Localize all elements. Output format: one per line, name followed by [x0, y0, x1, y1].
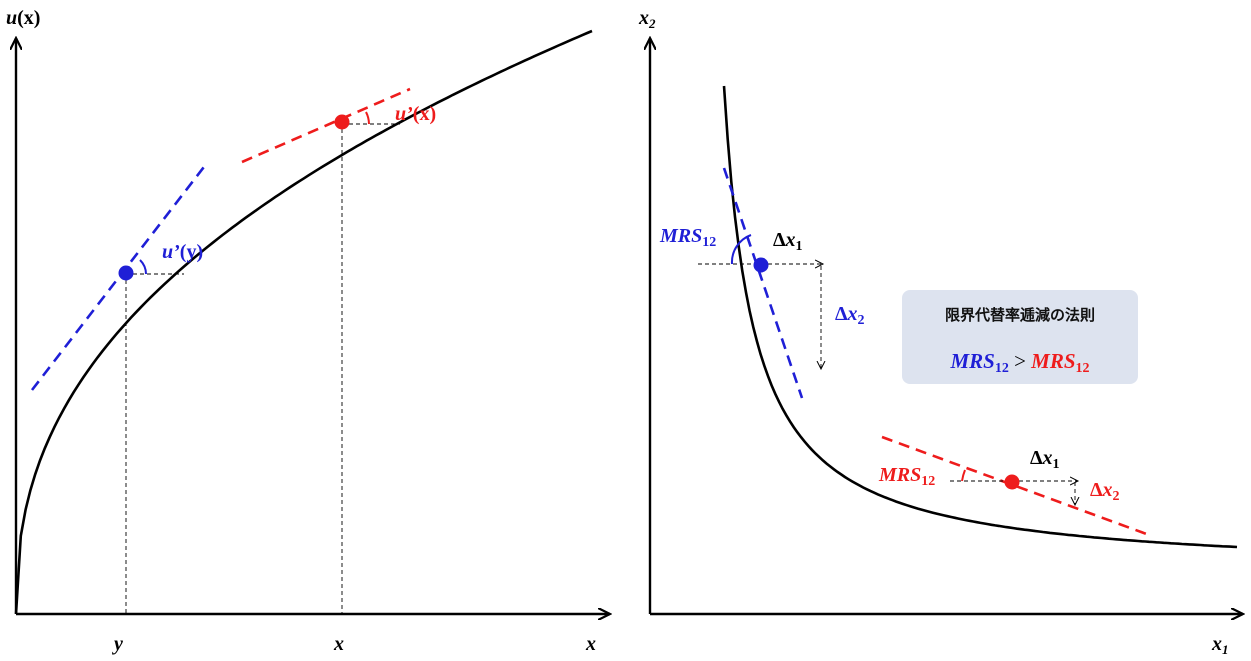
- slope-label-x: u’(x): [395, 103, 436, 125]
- angle-arc-x: [365, 111, 370, 125]
- left-panel: u(x) x y x u’(y) u’(x): [6, 7, 610, 655]
- right-y-axis-label: x2: [638, 7, 656, 31]
- right-panel: x2 x1 MRS12 Δx1 Δx2 MRS12 Δx1 Δx2 限界代替率逓…: [638, 7, 1243, 657]
- law-inequality: MRS12 > MRS12: [949, 349, 1089, 376]
- tangent-upper: [722, 167, 804, 399]
- lower-angle-arc: [961, 469, 966, 482]
- tangent-lower: [881, 435, 1153, 538]
- upper-mrs-label: MRS12: [659, 225, 716, 250]
- lower-dx2-label: Δx2: [1090, 479, 1120, 504]
- upper-dx2-label: Δx2: [835, 303, 865, 328]
- upper-angle-arc: [730, 234, 752, 265]
- lower-mrs-label: MRS12: [878, 464, 935, 489]
- tangent-at-y: [30, 162, 209, 391]
- utility-curve: [14, 29, 593, 615]
- lower-dx1-label: Δx1: [1030, 447, 1060, 472]
- law-info-box-background: [902, 290, 1138, 384]
- point-lower: [1004, 474, 1020, 490]
- law-title: 限界代替率逓減の法則: [945, 306, 1095, 324]
- slope-label-y: u’(y): [162, 241, 203, 263]
- right-x-axis-label: x1: [1211, 633, 1229, 657]
- tick-label-y: y: [112, 633, 123, 655]
- upper-dx1-label: Δx1: [773, 229, 803, 254]
- tick-label-x: x: [333, 633, 344, 655]
- point-y: [118, 265, 134, 281]
- left-x-axis-label: x: [585, 633, 596, 655]
- law-info-box: 限界代替率逓減の法則 MRS12 > MRS12: [902, 290, 1138, 384]
- angle-arc-y: [139, 259, 147, 275]
- tangent-at-x: [241, 87, 411, 164]
- left-y-axis-label: u(x): [6, 7, 40, 29]
- point-x: [334, 114, 350, 130]
- point-upper: [753, 257, 769, 273]
- indifference-curve: [722, 85, 1238, 549]
